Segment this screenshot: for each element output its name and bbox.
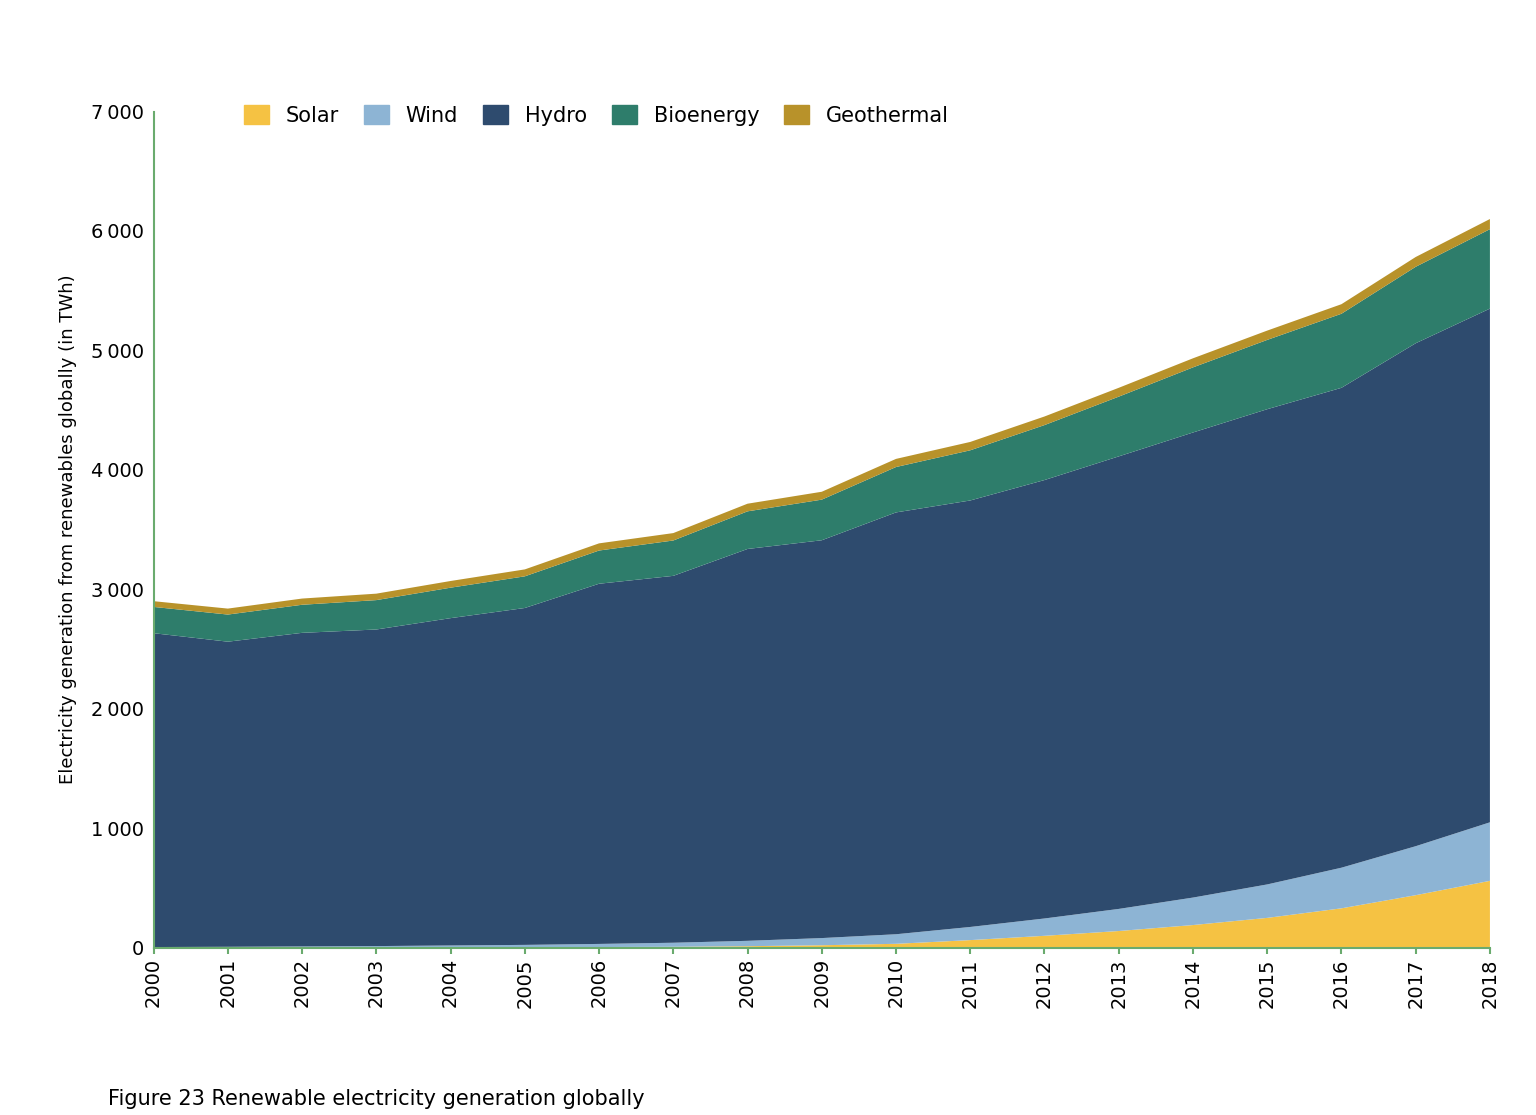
Y-axis label: Electricity generation from renewables globally (in TWh): Electricity generation from renewables g… [58,274,77,785]
Legend: Solar, Wind, Hydro, Bioenergy, Geothermal: Solar, Wind, Hydro, Bioenergy, Geotherma… [244,105,949,126]
Text: Figure 23 Renewable electricity generation globally: Figure 23 Renewable electricity generati… [108,1089,644,1109]
